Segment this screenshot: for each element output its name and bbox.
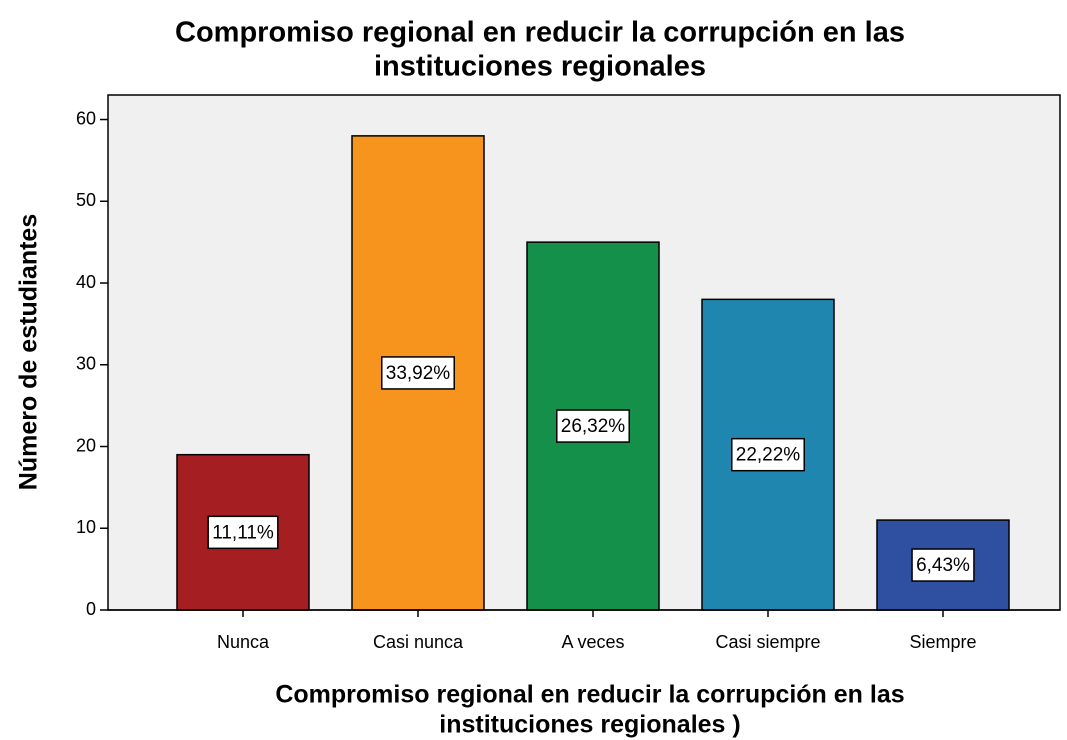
x-tick-label: Siempre [909, 632, 976, 652]
percentage-label: 22,22% [736, 445, 801, 466]
percentage-box [207, 515, 279, 550]
percentage-box [911, 548, 975, 582]
x-tick-label: Casi siempre [715, 632, 820, 652]
x-tick-label: Nunca [217, 632, 270, 652]
percentage-label: 6,43% [916, 555, 970, 576]
chart-title: Compromiso regional en reducir la corrup… [175, 17, 905, 49]
percentage-label: 11,11% [212, 522, 274, 543]
x-tick-label: Casi nunca [373, 632, 464, 652]
y-tick-label: 0 [86, 599, 96, 619]
y-tick-label: 50 [76, 190, 96, 210]
x-tick-label: A veces [561, 632, 624, 652]
percentage-box [381, 356, 455, 390]
chart-title: instituciones regionales [374, 51, 706, 83]
y-tick-label: 10 [76, 517, 96, 537]
y-tick-label: 30 [76, 354, 96, 374]
x-axis-label: Compromiso regional en reducir la corrup… [275, 681, 904, 709]
percentage-label: 33,92% [386, 363, 451, 384]
percentage-box [556, 409, 630, 443]
y-tick-label: 60 [76, 108, 96, 128]
percentage-box [731, 437, 805, 472]
y-axis-label: Número de estudiantes [15, 214, 43, 490]
y-tick-label: 40 [76, 272, 96, 292]
x-axis-label: instituciones regionales ) [439, 711, 740, 739]
y-tick-label: 20 [76, 435, 96, 455]
percentage-label: 26,32% [561, 416, 626, 437]
